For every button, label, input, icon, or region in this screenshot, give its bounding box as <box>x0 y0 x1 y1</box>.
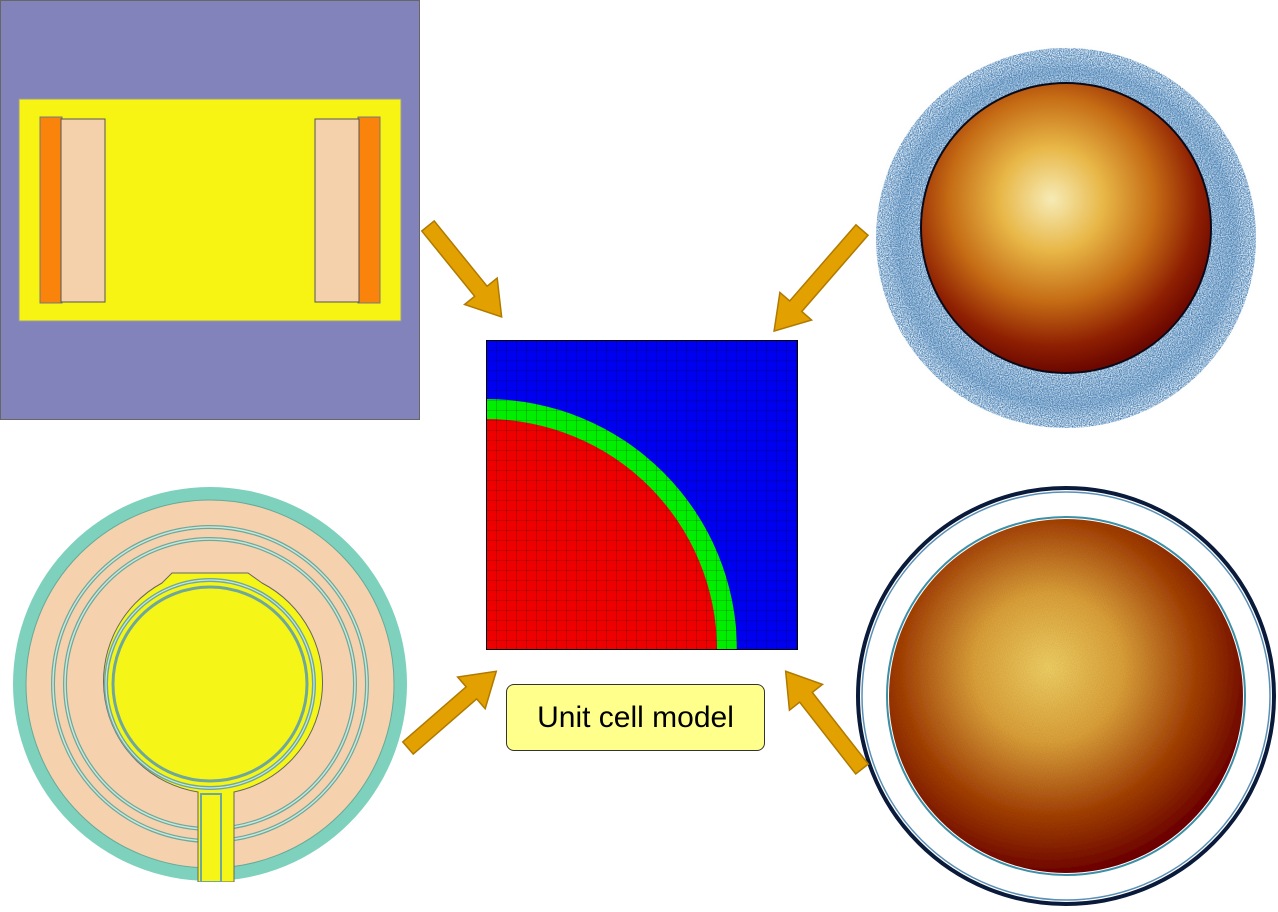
top-left-section-panel <box>0 0 420 420</box>
mesh-grid <box>486 340 798 650</box>
smooth-particle-ring-icon <box>856 486 1276 906</box>
particle-core <box>889 519 1243 873</box>
inner-yellow-core <box>111 585 309 783</box>
arrow-top-left <box>420 219 503 319</box>
unit-cell-model-figure <box>486 340 798 650</box>
arrow-bottom-left <box>401 670 498 756</box>
right-peach-strip <box>314 118 360 303</box>
unit-cell-grid <box>486 340 798 650</box>
left-peach-strip <box>60 118 106 303</box>
bottom-right-particle-panel <box>856 486 1276 907</box>
label-text: Unit cell model <box>537 700 734 734</box>
top-right-particle-panel <box>856 42 1276 438</box>
noisy-particle-ring-icon <box>870 42 1262 434</box>
fuel-rod-section-icon <box>0 0 420 420</box>
unit-cell-model-label: Unit cell model <box>506 684 765 751</box>
concentric-ring-section-icon <box>13 487 407 883</box>
arrow-bottom-right <box>784 670 870 775</box>
particle-core <box>922 84 1210 372</box>
arrow-top-right <box>773 223 870 333</box>
bottom-left-section-panel <box>12 486 408 883</box>
